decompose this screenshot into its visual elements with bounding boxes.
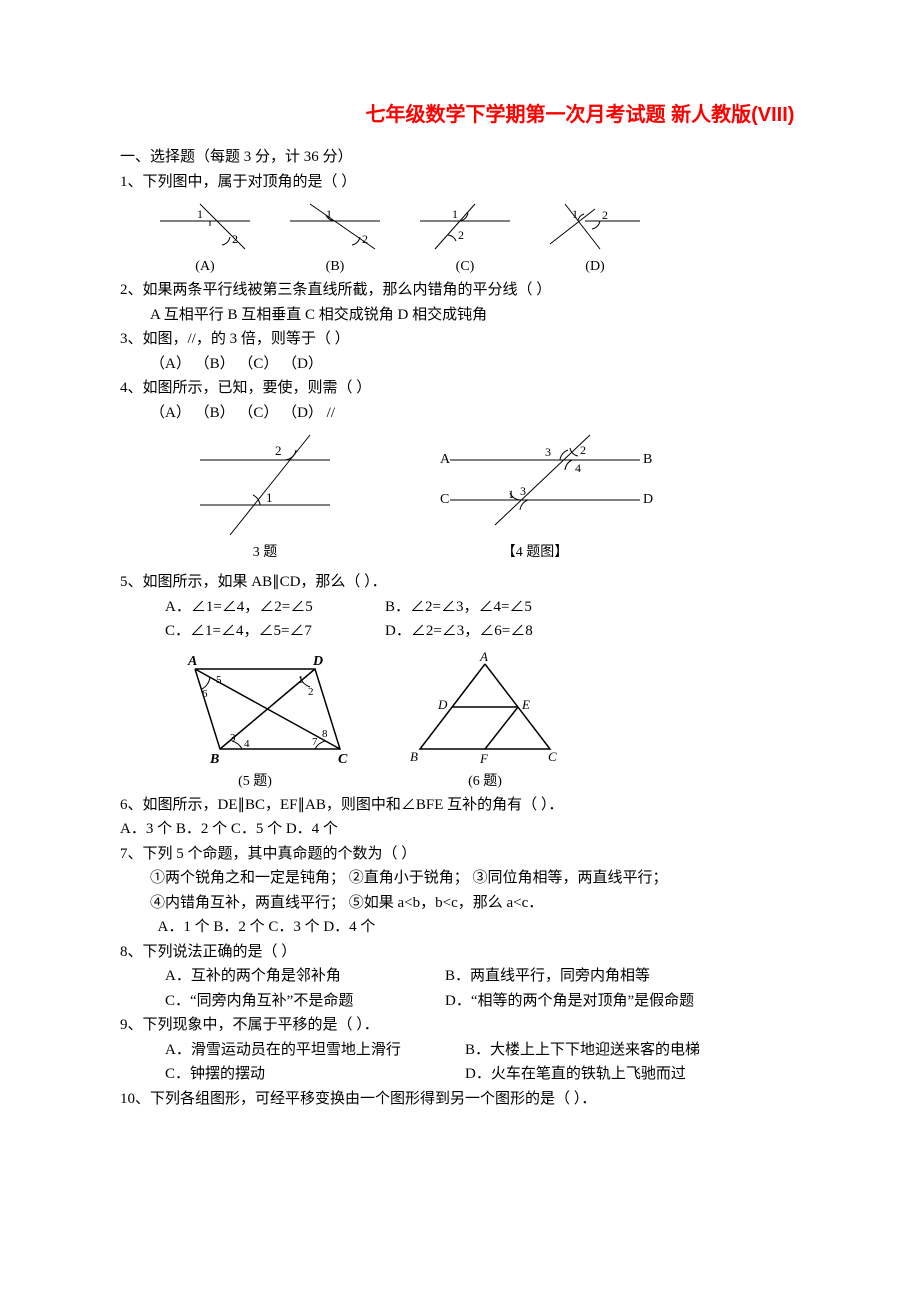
svg-text:A: A	[440, 452, 451, 467]
q1-fig-d: 1 2 (D)	[540, 199, 650, 277]
svg-text:1: 1	[266, 490, 273, 505]
svg-text:2: 2	[458, 228, 464, 242]
section-heading: 一、选择题（每题 3 分，计 36 分）	[120, 146, 920, 169]
svg-text:D: D	[437, 697, 448, 712]
fig-q4: A B C D 3 4 2 1 3 【4 题图】	[410, 430, 660, 563]
svg-text:B: B	[410, 749, 418, 764]
q2-stem: 2、如果两条平行线被第三条直线所截，那么内错角的平分线（ ）	[120, 279, 920, 302]
q7-l1: ①两个锐角之和一定是钝角； ②直角小于锐角； ③同位角相等，两直线平行；	[120, 867, 920, 890]
svg-text:D: D	[312, 654, 323, 669]
q3q4-figures: 2 1 3 题 A B C D 3 4 2 1 3 【4 题图】	[180, 430, 920, 563]
svg-text:1: 1	[572, 207, 578, 221]
q8-row2: C．“同旁内角互补”不是命题 D．“相等的两个角是对顶角”是假命题	[120, 990, 920, 1013]
svg-text:A: A	[479, 649, 488, 664]
svg-text:B: B	[209, 752, 219, 767]
q8-opt-a: A．互补的两个角是邻补角	[165, 965, 445, 988]
fig-q5: A D B C 5 6 1 2 3 4 7 8 (5 题)	[160, 649, 350, 792]
q9-row2: C．钟摆的摆动 D．火车在笔直的铁轨上飞驰而过	[120, 1063, 920, 1086]
q8-opt-d: D．“相等的两个角是对顶角”是假命题	[445, 990, 694, 1013]
q5q6-figures: A D B C 5 6 1 2 3 4 7 8 (5 题) A B C D	[160, 649, 920, 792]
svg-text:5: 5	[216, 674, 222, 686]
svg-text:D: D	[643, 492, 653, 507]
q9-opt-a: A．滑雪运动员在的平坦雪地上滑行	[165, 1039, 465, 1062]
svg-text:1: 1	[508, 487, 514, 501]
q5-row1: A．∠1=∠4，∠2=∠5 B．∠2=∠3，∠4=∠5	[120, 596, 920, 619]
svg-text:C: C	[440, 492, 449, 507]
q5-stem: 5、如图所示，如果 AB∥CD，那么（ ）．	[120, 571, 920, 594]
page-title: 七年级数学下学期第一次月考试题 新人教版(VIII)	[120, 100, 920, 130]
q7-l2: ④内错角互补，两直线平行； ⑤如果 a<b，b<c，那么 a<c．	[120, 892, 920, 915]
svg-text:1: 1	[197, 207, 203, 221]
q1-label-b: (B)	[326, 256, 345, 277]
q7-stem: 7、下列 5 个命题，其中真命题的个数为（ ）	[120, 843, 920, 866]
svg-text:4: 4	[244, 738, 250, 750]
svg-text:E: E	[521, 697, 530, 712]
q9-row1: A．滑雪运动员在的平坦雪地上滑行 B．大楼上上下下地迎送来客的电梯	[120, 1039, 920, 1062]
q2-options: A 互相平行 B 互相垂直 C 相交成锐角 D 相交成钝角	[120, 304, 920, 327]
q4-stem: 4、如图所示，已知，要使，则需（ ）	[120, 377, 920, 400]
q4-options: （A） （B） （C） （D） //	[120, 402, 920, 425]
q9-stem: 9、下列现象中，不属于平移的是（ ）．	[120, 1014, 920, 1037]
q8-opt-c: C．“同旁内角互补”不是命题	[165, 990, 445, 1013]
svg-text:1: 1	[298, 674, 304, 686]
svg-text:C: C	[548, 749, 557, 764]
svg-text:2: 2	[602, 208, 608, 222]
fig6-label: (6 题)	[468, 771, 502, 792]
q6-stem: 6、如图所示，DE∥BC，EF∥AB，则图中和∠BFE 互补的角有（ ）．	[120, 794, 920, 817]
svg-text:8: 8	[322, 728, 328, 740]
q3-options: （A） （B） （C） （D）	[120, 353, 920, 376]
fig5-label: (5 题)	[238, 771, 272, 792]
svg-text:2: 2	[580, 443, 586, 457]
fig-q3: 2 1 3 题	[180, 430, 350, 563]
q1-fig-b: 1 2 (B)	[280, 199, 390, 277]
q5-opt-a: A．∠1=∠4，∠2=∠5	[165, 596, 385, 619]
q9-opt-c: C．钟摆的摆动	[165, 1063, 465, 1086]
svg-text:2: 2	[362, 232, 368, 246]
fig3-label: 3 题	[253, 542, 278, 563]
svg-text:3: 3	[545, 445, 551, 459]
svg-text:1: 1	[326, 207, 332, 221]
q1-fig-c: 1 2 (C)	[410, 199, 520, 277]
q1-label-d: (D)	[585, 256, 604, 277]
q9-opt-d: D．火车在笔直的铁轨上飞驰而过	[465, 1063, 686, 1086]
fig4-label: 【4 题图】	[502, 542, 569, 563]
q3-stem: 3、如图，//，的 3 倍，则等于（ ）	[120, 328, 920, 351]
q5-opt-c: C．∠1=∠4，∠5=∠7	[165, 620, 385, 643]
svg-text:2: 2	[232, 232, 238, 246]
svg-text:2: 2	[308, 686, 314, 698]
svg-text:6: 6	[202, 688, 208, 700]
q10-stem: 10、下列各组图形，可经平移变换由一个图形得到另一个图形的是（ ）．	[120, 1088, 920, 1111]
q5-opt-b: B．∠2=∠3，∠4=∠5	[385, 596, 532, 619]
svg-text:A: A	[187, 654, 197, 669]
svg-text:3: 3	[520, 484, 526, 498]
q8-opt-b: B．两直线平行，同旁内角相等	[445, 965, 650, 988]
svg-text:C: C	[338, 752, 348, 767]
svg-text:2: 2	[275, 443, 282, 458]
q7-options: A．1 个 B．2 个 C．3 个 D．4 个	[120, 916, 920, 939]
svg-text:4: 4	[575, 461, 581, 475]
q1-fig-a: 1 2 (A)	[150, 199, 260, 277]
q1-label-c: (C)	[456, 256, 475, 277]
svg-text:B: B	[643, 452, 652, 467]
q8-stem: 8、下列说法正确的是（ ）	[120, 941, 920, 964]
q1-label-a: (A)	[195, 256, 214, 277]
q9-opt-b: B．大楼上上下下地迎送来客的电梯	[465, 1039, 700, 1062]
fig-q6: A B C D E F (6 题)	[400, 649, 570, 792]
q5-opt-d: D．∠2=∠3，∠6=∠8	[385, 620, 533, 643]
q1-figures: 1 2 (A) 1 2 (B) 1 2 (C)	[150, 199, 920, 277]
q6-options: A．3 个 B．2 个 C．5 个 D．4 个	[120, 818, 920, 841]
svg-text:1: 1	[452, 207, 458, 221]
q8-row1: A．互补的两个角是邻补角 B．两直线平行，同旁内角相等	[120, 965, 920, 988]
q1-stem: 1、下列图中，属于对顶角的是（ ）	[120, 171, 920, 194]
svg-text:F: F	[479, 751, 489, 766]
q5-row2: C．∠1=∠4，∠5=∠7 D．∠2=∠3，∠6=∠8	[120, 620, 920, 643]
